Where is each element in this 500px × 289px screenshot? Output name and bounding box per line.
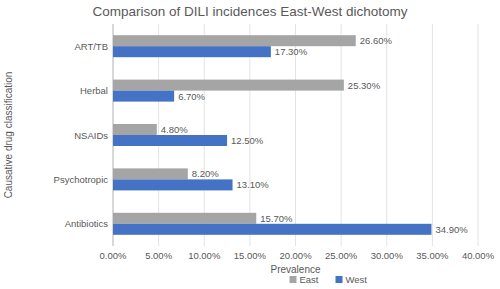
bar [113, 179, 233, 190]
data-label: 12.50% [231, 135, 264, 146]
data-label: 17.30% [275, 46, 308, 57]
bars [113, 35, 431, 235]
bar [113, 124, 157, 135]
bar [113, 213, 256, 224]
x-tick-label: 20.00% [279, 250, 312, 261]
category-label: Psychotropic [54, 174, 109, 185]
bar [113, 224, 431, 235]
y-axis-label: Causative drug classification [3, 72, 14, 199]
legend-label: West [346, 274, 368, 285]
bar [113, 135, 227, 146]
chart: Comparison of DILI incidences East-West … [0, 0, 500, 289]
category-label: NSAIDs [74, 130, 108, 141]
category-label: Herbal [80, 85, 108, 96]
data-label: 6.70% [178, 91, 205, 102]
grid-line [432, 24, 433, 246]
legend-label: East [300, 274, 319, 285]
data-label: 25.30% [348, 80, 381, 91]
data-label: 13.10% [237, 179, 270, 190]
bar [113, 80, 344, 91]
x-tick-label: 10.00% [188, 250, 221, 261]
data-label: 4.80% [161, 124, 188, 135]
legend-swatch [290, 276, 297, 283]
x-tick-label: 15.00% [234, 250, 267, 261]
bar [113, 168, 188, 179]
grid-line [295, 24, 296, 246]
data-label: 34.90% [435, 224, 468, 235]
legend-swatch [336, 276, 343, 283]
x-tick-label: 25.00% [325, 250, 358, 261]
data-label: 15.70% [260, 213, 293, 224]
bar [113, 35, 356, 46]
title: Comparison of DILI incidences East-West … [93, 4, 408, 19]
grid-line [386, 24, 387, 246]
chart-container: Comparison of DILI incidences East-West … [0, 0, 500, 289]
x-tick-label: 35.00% [416, 250, 449, 261]
legend: East West [290, 274, 368, 285]
grid-line [478, 24, 479, 246]
x-tick-label: 0.00% [100, 250, 127, 261]
x-tick-label: 40.00% [462, 250, 495, 261]
grid-line [341, 24, 342, 246]
x-tick-label: 5.00% [145, 250, 172, 261]
category-label: Antibiotics [65, 218, 109, 229]
bar [113, 91, 174, 102]
data-label: 8.20% [192, 168, 219, 179]
category-label: ART/TB [74, 41, 108, 52]
data-labels: 26.60% 17.30% 25.30% 6.70% 4.80% 12.50% 8.20% 1… [161, 35, 468, 235]
data-label: 26.60% [360, 35, 393, 46]
bar [113, 46, 271, 57]
x-tick-label: 30.00% [371, 250, 404, 261]
